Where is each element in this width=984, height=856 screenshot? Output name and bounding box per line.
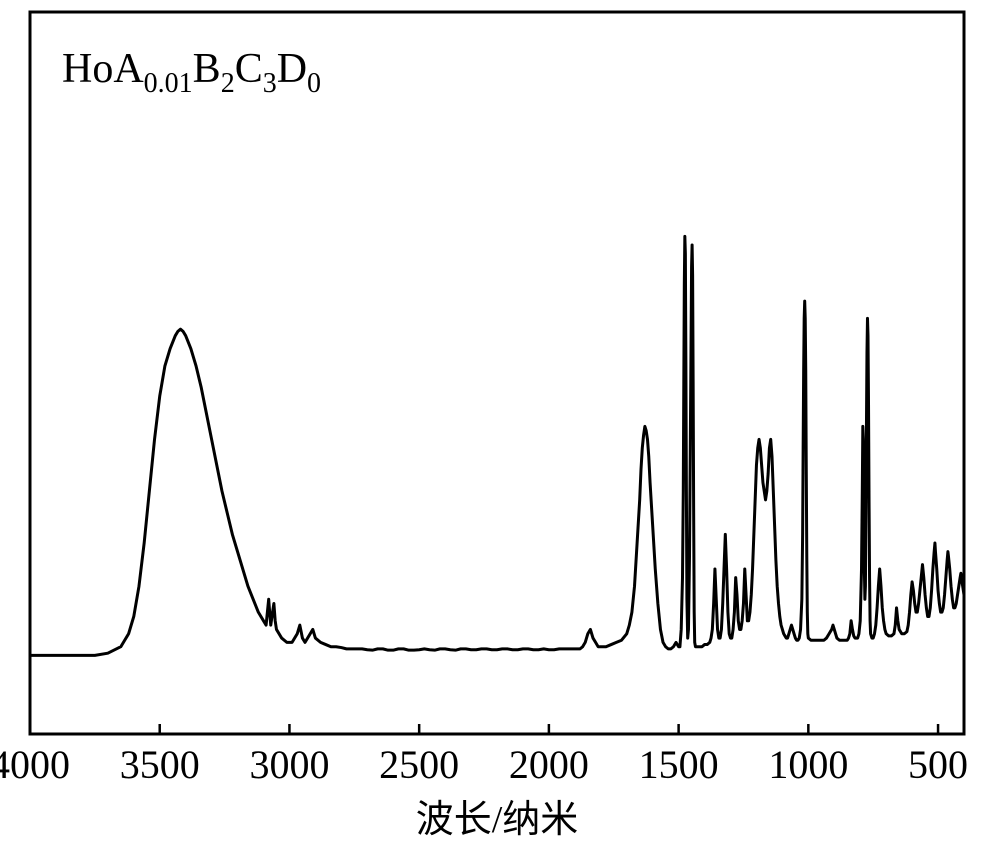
- spectrum-chart: 4000 3500 3000 2500 2000 1500 1000 500 波长/纳米 HoA0…: [0, 0, 984, 856]
- x-axis-label: 波长/纳米: [416, 799, 579, 841]
- x-tick-label: 500: [908, 742, 968, 787]
- x-tick-label: 2500: [379, 742, 459, 787]
- x-tick-label: 3000: [249, 742, 329, 787]
- spectrum-line: [30, 236, 964, 655]
- x-tick-label: 3500: [120, 742, 200, 787]
- chart-svg: 4000 3500 3000 2500 2000 1500 1000 500 波长/纳米 HoA0…: [0, 0, 984, 856]
- x-tick-label: 1500: [639, 742, 719, 787]
- x-tick-label: 2000: [509, 742, 589, 787]
- formula-annotation: HoA0.01B2C3D0: [62, 46, 321, 99]
- x-tick-label: 1000: [768, 742, 848, 787]
- plot-border: [30, 12, 964, 734]
- x-tick-label: 4000: [0, 742, 70, 787]
